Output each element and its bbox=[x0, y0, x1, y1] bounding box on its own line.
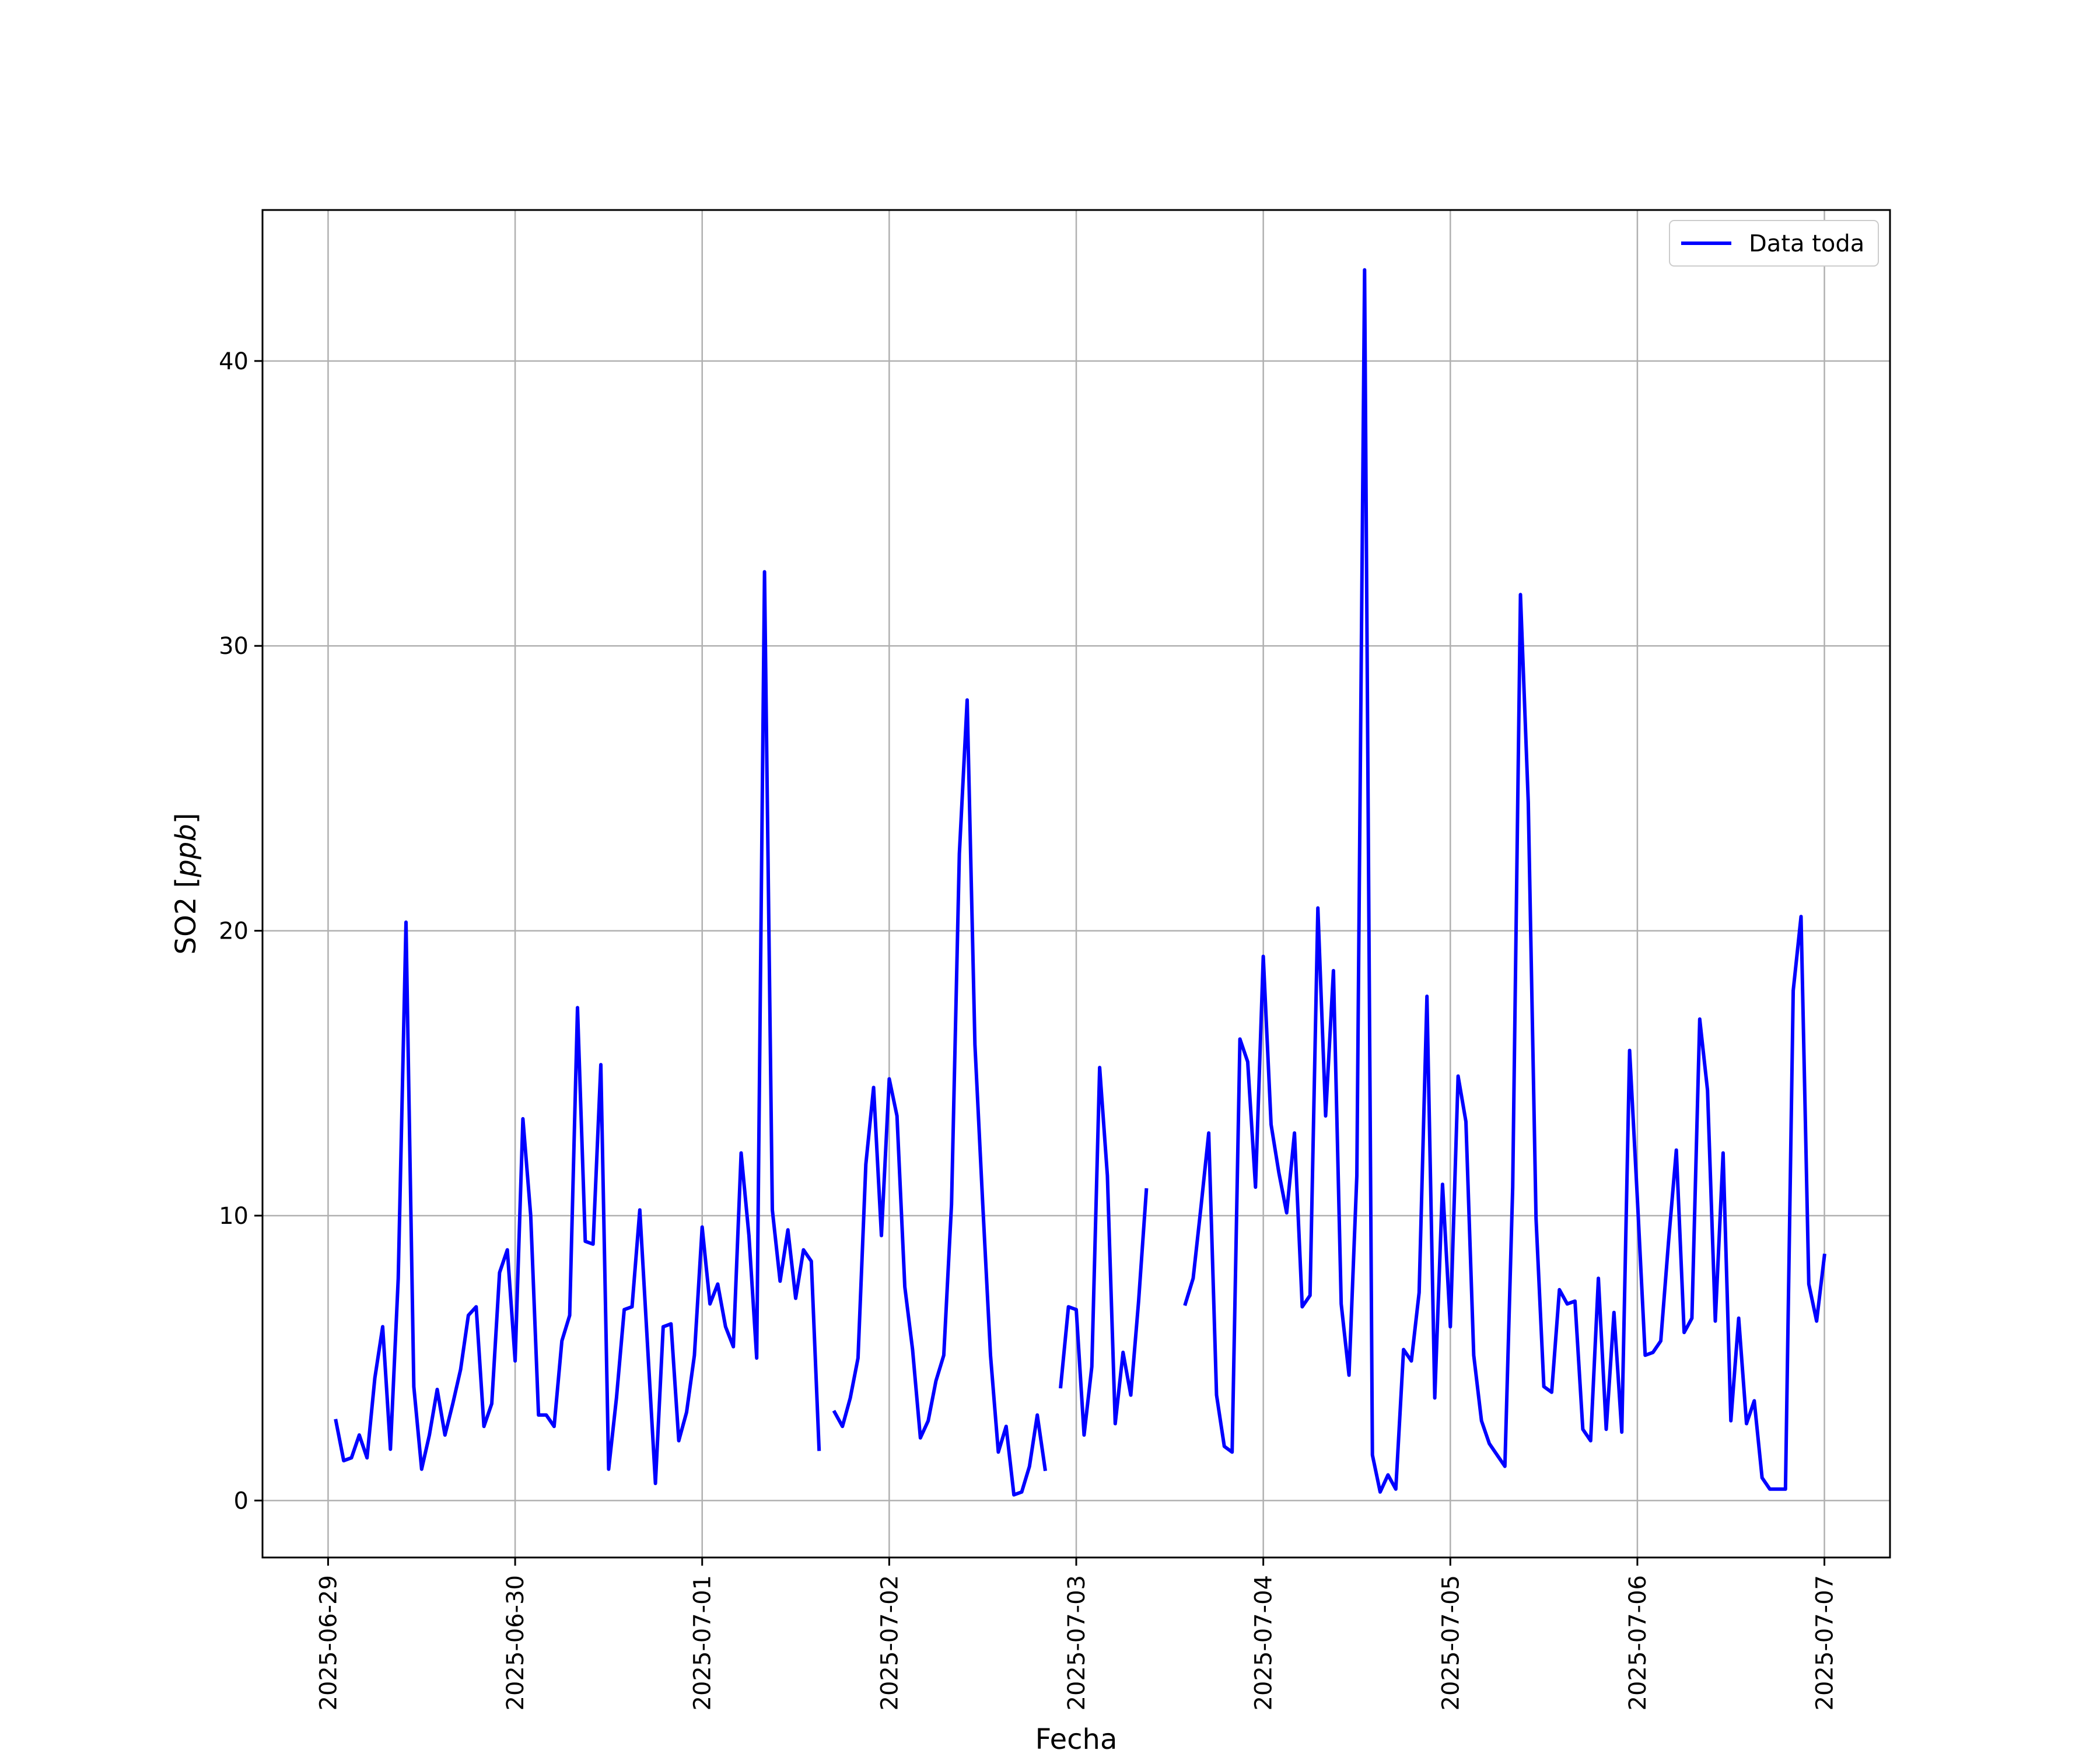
y-tick-label: 20 bbox=[219, 918, 249, 945]
legend-label-data-toda: Data toda bbox=[1749, 230, 1864, 257]
y-tick-label: 0 bbox=[234, 1488, 249, 1514]
x-tick-label: 2025-06-29 bbox=[315, 1575, 342, 1710]
series-line-data-toda bbox=[832, 698, 1047, 1497]
x-tick-label: 2025-07-07 bbox=[1812, 1575, 1839, 1710]
x-tick-label: 2025-07-02 bbox=[876, 1575, 903, 1710]
x-axis-label: Fecha bbox=[1035, 1723, 1118, 1750]
x-tick-label: 2025-07-01 bbox=[690, 1575, 716, 1710]
x-tick-label: 2025-07-05 bbox=[1437, 1575, 1464, 1710]
series-line-data-toda bbox=[1059, 1066, 1149, 1437]
y-axis-label-unit: ppb bbox=[170, 824, 202, 877]
ticks-group: 2025-06-29 2025-06-30 2025-07-01 2025-07-02… bbox=[219, 348, 1838, 1711]
y-tick-label: 10 bbox=[219, 1203, 249, 1230]
grid bbox=[262, 210, 1890, 1558]
y-axis-label: SO2 [ppb] bbox=[170, 813, 202, 955]
series-group bbox=[334, 268, 1826, 1497]
x-tick-label: 2025-06-30 bbox=[502, 1575, 529, 1710]
y-axis-label-close: ] bbox=[170, 813, 202, 824]
series-line-data-toda bbox=[334, 570, 821, 1485]
y-tick-label: 30 bbox=[219, 633, 249, 660]
x-tick-label: 2025-07-06 bbox=[1625, 1575, 1651, 1710]
y-tick-label: 40 bbox=[219, 348, 249, 375]
series-line-data-toda bbox=[1183, 268, 1826, 1494]
x-tick-label: 2025-07-03 bbox=[1063, 1575, 1090, 1710]
legend-box bbox=[1669, 220, 1879, 267]
x-tick-label: 2025-07-04 bbox=[1251, 1575, 1278, 1710]
legend: Data toda bbox=[1669, 220, 1879, 267]
y-axis-label-base: SO2 [ bbox=[170, 877, 202, 955]
